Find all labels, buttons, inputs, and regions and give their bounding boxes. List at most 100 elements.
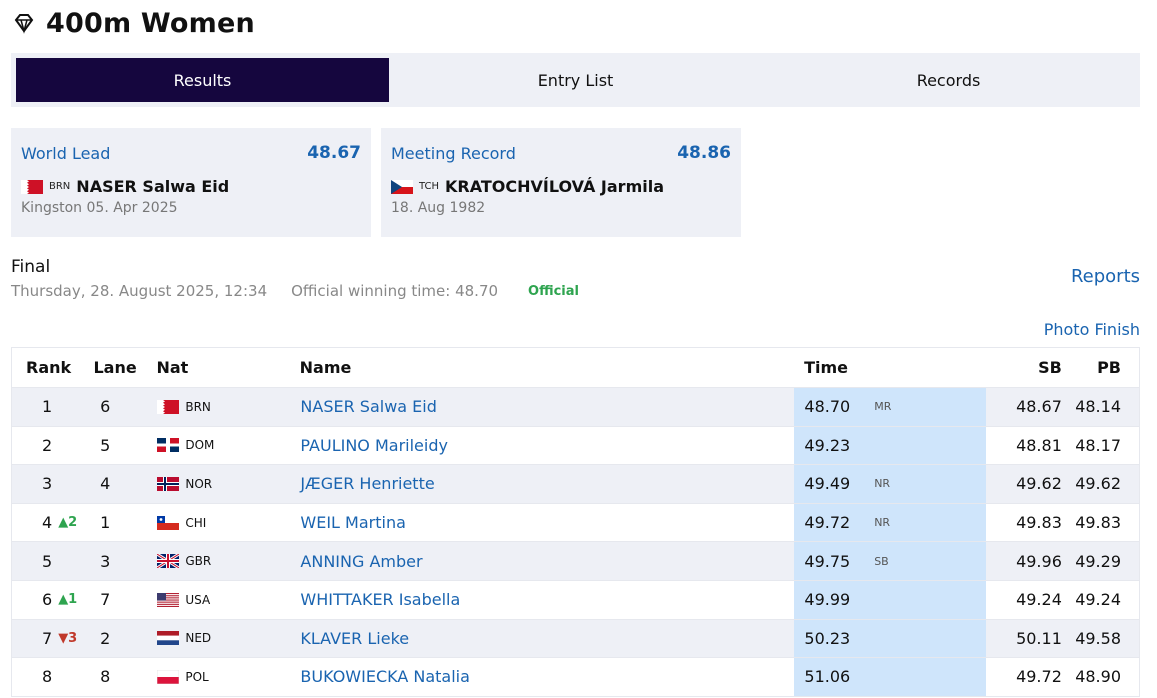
time-value: 49.49 [804,474,851,494]
athlete-name-link[interactable]: JÆGER Henriette [300,474,435,494]
pb-cell: 48.17 [1075,435,1121,455]
athlete-name-link[interactable]: WHITTAKER Isabella [300,590,461,610]
nat-cell: USA [157,592,300,607]
nat-code: POL [185,669,209,684]
athlete-name-link[interactable]: NASER Salwa Eid [300,397,437,417]
header-nat: Nat [156,358,189,377]
world-lead-label: World Lead [21,143,111,163]
flag-pol-icon [157,669,180,685]
rank-cell: 5 [12,552,80,571]
rank-value: 5 [42,551,53,571]
rank-cell: 4 ▲2 [12,513,80,532]
time-cell: 48.70 MR [794,388,986,426]
lane-cell: 6 [100,397,111,417]
time-value: 49.23 [804,435,851,455]
time-value: 49.75 [804,551,851,571]
nat-code: BRN [185,399,211,414]
tab-records[interactable]: Records [916,70,981,90]
meeting-record-value: 48.86 [677,143,731,163]
header-pb: PB [1097,358,1121,377]
flag-gbr-icon [156,552,181,570]
world-lead-value: 48.67 [307,143,361,163]
rank-value: 6 [42,590,53,610]
lane-cell: 2 [100,628,111,648]
diamond-league-icon [12,11,36,35]
pb-cell: 49.62 [1075,474,1121,494]
rank-cell: 7 ▼3 [12,629,80,648]
rank-value: 8 [42,667,53,687]
status-badge: Official [528,283,579,299]
nat-code: GBR [185,554,212,569]
tab-entry-list[interactable]: Entry List [537,70,614,90]
table-row: 3 4 NOR JÆGER Henriette 49.49 NR 49.62 49.62 [12,464,1139,503]
table-row: 4 ▲2 1 CHI WEIL Martina 49.72 NR 49.83 49.83 [12,502,1139,542]
sb-cell: 49.72 [1016,667,1062,687]
rank-change-badge: ▼3 [58,630,78,646]
world-lead-athlete: NASER Salwa Eid [76,176,230,196]
athlete-name-link[interactable]: KLAVER Lieke [300,628,410,648]
table-row: 8 8 POL BUKOWIECKA Natalia 51.06 49.72 48.90 [12,657,1139,696]
lane-cell: 8 [100,667,111,687]
rank-value: 4 [42,513,53,533]
time-value: 48.70 [804,397,851,417]
nat-code: NOR [185,476,213,491]
athlete-name-link[interactable]: BUKOWIECKA Natalia [300,667,470,687]
table-header: Rank Lane Nat Name Time SB PB [12,348,1139,387]
round-label: Final [11,257,51,277]
nat-cell: GBR [156,552,300,570]
table-row: 2 5 DOM PAULINO Marileidy 49.23 48.81 48.17 [12,425,1139,465]
lane-cell: 5 [100,435,111,455]
pb-cell: 49.83 [1075,513,1121,533]
world-lead-meta: Kingston 05. Apr 2025 [21,200,178,216]
nat-cell: POL [157,669,300,685]
world-lead-nat: BRN [49,180,71,192]
time-cell: 49.75 SB [794,542,986,580]
sb-cell: 48.67 [1016,397,1062,417]
time-cell: 51.06 [794,658,986,696]
nat-cell: CHI [157,515,300,530]
reports-link[interactable]: Reports [1070,266,1140,287]
sb-cell: 49.83 [1016,513,1062,533]
record-tag: NR [874,477,891,491]
sb-cell: 49.62 [1016,474,1062,494]
rank-cell: 3 [12,474,80,493]
meeting-record-athlete: KRATOCHVÍLOVÁ Jarmila [445,176,664,196]
rank-change-badge: ▲1 [58,592,78,608]
nat-cell: NOR [157,476,300,491]
pb-cell: 49.24 [1075,590,1121,610]
athlete-name-link[interactable]: WEIL Martina [300,513,406,533]
lane-cell: 7 [100,590,111,610]
flag-brn-icon [21,179,43,194]
rank-value: 7 [42,628,53,648]
time-cell: 49.99 [794,580,986,619]
nat-code: DOM [185,438,215,453]
record-tag: SB [874,554,889,568]
page-header: 400m Women [12,4,255,42]
final-info: Thursday, 28. August 2025, 12:34 Officia… [11,282,579,300]
time-value: 50.23 [804,628,851,648]
results-table: Rank Lane Nat Name Time SB PB 1 6 BRN NASER… [11,347,1140,697]
rank-value: 1 [42,397,53,417]
winning-time: Official winning time: 48.70 [291,282,499,300]
sb-cell: 49.96 [1016,551,1062,571]
world-lead-card: World Lead 48.67 BRN NASER Salwa Eid Kin… [11,128,371,237]
lane-cell: 4 [100,474,111,494]
meeting-record-meta: 18. Aug 1982 [391,200,486,216]
meeting-record-card: Meeting Record 48.86 TCH KRATOCHVÍLOVÁ J… [381,128,741,237]
header-sb: SB [1038,358,1062,377]
meeting-record-nat: TCH [419,180,440,192]
final-date: Thursday, 28. August 2025, 12:34 [11,282,268,300]
header-name: Name [299,358,352,377]
photo-finish-link[interactable]: Photo Finish [1043,320,1140,339]
table-row: 7 ▼3 2 NED KLAVER Lieke 50.23 50.11 49.58 [12,618,1139,658]
nat-cell: NED [157,631,300,646]
tab-results[interactable]: Results [16,58,389,102]
table-row: 5 3 GBR ANNING Amber 49.75 SB 49.96 49.29 [12,541,1139,580]
athlete-name-link[interactable]: PAULINO Marileidy [300,435,448,455]
nat-code: USA [185,592,211,607]
header-time: Time [804,358,849,377]
athlete-name-link[interactable]: ANNING Amber [300,551,423,571]
rank-cell: 8 [12,667,80,686]
time-cell: 49.23 [794,426,986,465]
rank-cell: 1 [12,397,80,416]
